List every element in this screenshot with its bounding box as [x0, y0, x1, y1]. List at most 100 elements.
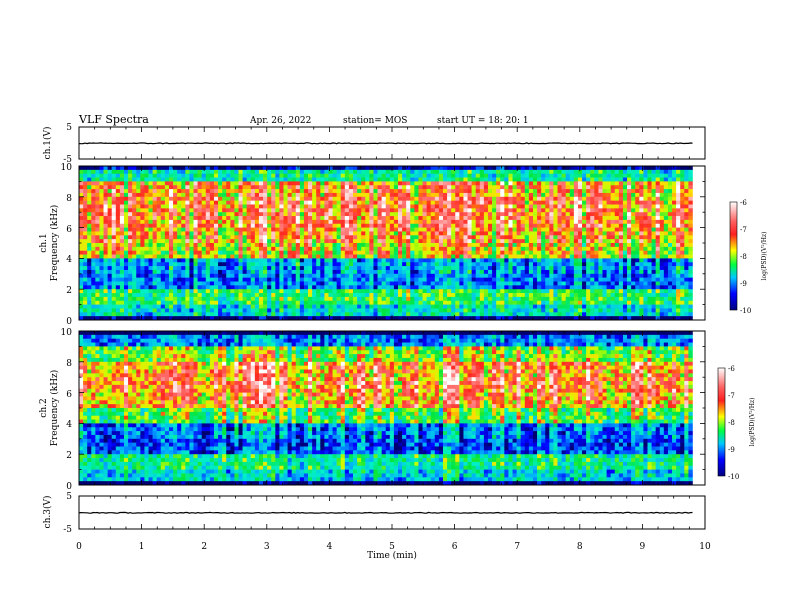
spectrogram-cell — [377, 227, 382, 232]
spectrogram-cell — [238, 243, 243, 248]
spectrogram-cell — [140, 281, 145, 286]
spectrogram-cell — [168, 216, 174, 221]
spectrogram-cell — [218, 181, 223, 186]
spectrogram-cell — [344, 227, 350, 232]
spectrogram-cell — [361, 269, 366, 275]
spectrogram-cell — [295, 266, 301, 271]
spectrogram-cell — [263, 196, 268, 201]
spectrogram-cell — [438, 254, 444, 259]
spectrogram-cell — [463, 254, 468, 259]
spectrogram-cell — [111, 277, 117, 282]
spectrogram-cell — [205, 308, 211, 313]
spectrogram-cell — [553, 289, 558, 294]
spectrogram-cell — [173, 273, 178, 278]
spectrogram-cell — [144, 212, 149, 217]
spectrogram-cell — [263, 262, 268, 267]
spectrogram-cell — [406, 223, 411, 228]
spectrogram-cell — [430, 258, 436, 263]
spectrogram-cell — [115, 296, 121, 302]
spectrogram-cell — [87, 266, 92, 271]
spectrogram-cell — [443, 189, 448, 194]
spectrogram-cell — [271, 216, 276, 221]
spectrogram-cell — [402, 181, 407, 186]
spectrogram-cell — [475, 308, 481, 313]
spectrogram-cell — [279, 223, 284, 228]
spectrogram-cell — [148, 185, 153, 190]
spectrogram-cell — [365, 273, 370, 278]
spectrogram-cell — [209, 243, 215, 248]
spectrogram-cell — [410, 308, 415, 313]
spectrogram-cell — [83, 216, 88, 221]
spectrogram-cell — [115, 219, 121, 225]
spectrogram-cell — [291, 281, 297, 286]
spectrogram-cell — [250, 200, 256, 205]
spectrogram-cell — [250, 266, 256, 271]
spectrogram-cell — [524, 262, 530, 267]
spectrogram-cell — [357, 189, 362, 194]
spectrogram-cell — [250, 316, 256, 321]
spectrogram-cell — [332, 219, 337, 225]
spectrogram-cell — [569, 231, 575, 236]
spectrogram-cell — [115, 250, 121, 255]
spectrogram-cell — [287, 308, 292, 313]
spectrogram-cell — [561, 227, 566, 232]
spectrogram-cell — [164, 285, 170, 290]
spectrogram-cell — [234, 185, 239, 190]
spectrogram-cell — [422, 258, 427, 263]
spectrogram-cell — [95, 200, 100, 205]
spectrogram-cell — [532, 289, 538, 294]
spectrogram-cell — [197, 243, 202, 248]
spectrogram-cell — [406, 266, 411, 271]
spectrogram-cell — [226, 216, 231, 221]
spectrogram-cell — [516, 219, 522, 225]
spectrogram-cell — [443, 258, 448, 263]
spectrogram-cell — [193, 223, 198, 228]
spectrogram-cell — [197, 262, 202, 267]
spectrogram-cell — [369, 200, 374, 205]
spectrogram-cell — [565, 173, 571, 178]
spectrogram-cell — [189, 189, 194, 194]
spectrogram-cell — [483, 219, 489, 225]
spectrogram-cell — [434, 239, 440, 244]
spectrogram-cell — [258, 304, 264, 309]
spectrogram-cell — [83, 208, 88, 213]
spectrogram-cell — [430, 192, 436, 198]
spectrogram-cell — [504, 258, 509, 263]
spectrogram-cell — [418, 192, 423, 198]
spectrogram-cell — [115, 169, 121, 174]
spectrogram-cell — [447, 308, 452, 313]
spectrogram-cell — [177, 262, 182, 267]
spectrogram-cell — [541, 316, 546, 321]
spectrogram-cell — [365, 281, 370, 286]
spectrogram-cell — [537, 254, 542, 259]
spectrogram-cell — [324, 285, 329, 290]
spectrogram-cell — [230, 293, 235, 298]
spectrogram-cell — [209, 258, 215, 263]
spectrogram-cell — [561, 219, 566, 225]
spectrogram-cell — [357, 173, 362, 178]
spectrogram-cell — [91, 200, 96, 205]
spectrogram-cell — [418, 281, 423, 286]
spectrogram-cell — [222, 196, 227, 201]
spectrogram-cell — [537, 285, 542, 290]
spectrogram-cell — [504, 177, 509, 182]
spectrogram-cell — [377, 296, 382, 302]
spectrogram-cell — [119, 243, 125, 248]
spectrogram-cell — [185, 243, 190, 248]
spectrogram-cell — [426, 208, 432, 213]
spectrogram-cell — [471, 312, 477, 317]
spectrogram-cell — [577, 308, 583, 313]
spectrogram-cell — [99, 185, 104, 190]
spectrogram-cell — [455, 169, 460, 174]
spectrogram-cell — [283, 246, 288, 251]
spectrogram-cell — [487, 223, 493, 228]
spectrogram-cell — [344, 269, 350, 275]
spectrogram-cell — [197, 304, 202, 309]
spectrogram-cell — [87, 219, 92, 225]
spectrogram-cell — [573, 269, 579, 275]
spectrogram-cell — [95, 296, 100, 302]
spectrogram-cell — [369, 231, 374, 236]
spectrogram-cell — [205, 289, 211, 294]
spectrogram-cell — [320, 266, 325, 271]
spectrogram-cell — [201, 196, 207, 201]
